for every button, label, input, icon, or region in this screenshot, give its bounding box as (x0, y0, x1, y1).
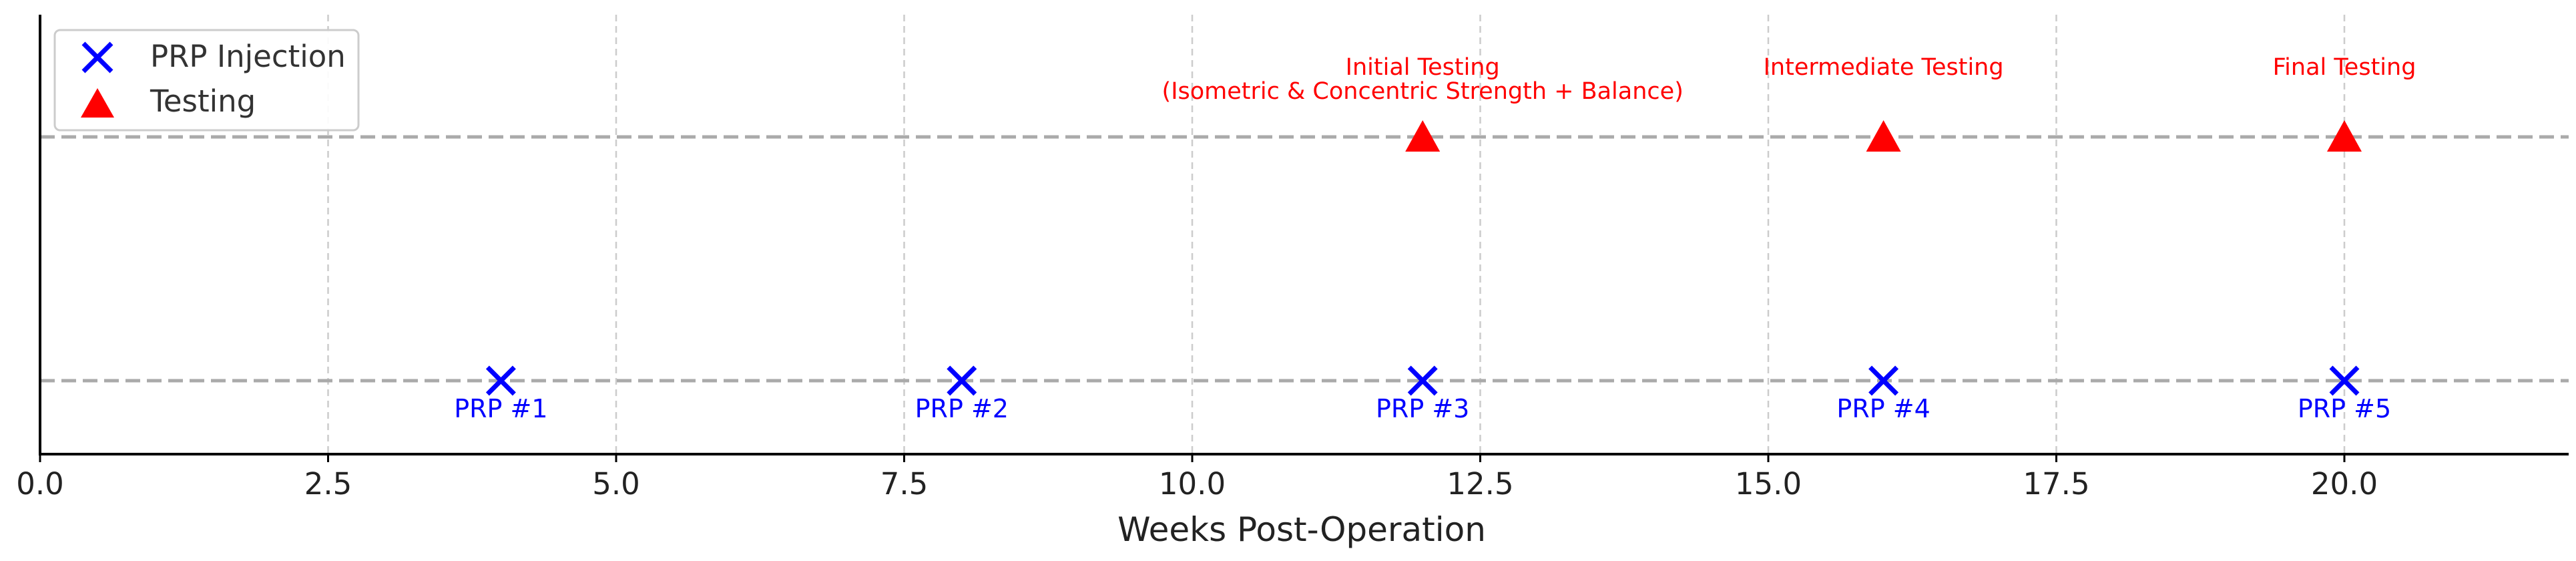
x-tick-label: 17.5 (2023, 466, 2089, 502)
legend-label-testing: Testing (150, 83, 256, 119)
x-tick-label: 0.0 (16, 466, 64, 502)
testing-label: Initial Testing (1346, 54, 1500, 81)
prp-injection-marker (1868, 365, 1899, 396)
testing-label: Final Testing (2273, 54, 2416, 81)
prp-injection-label: PRP #3 (1376, 394, 1469, 423)
prp-injection-marker (2329, 365, 2360, 396)
x-tick-label: 12.5 (1447, 466, 1513, 502)
legend-item-prp: PRP Injection (81, 39, 346, 74)
prp-injection-label: PRP #5 (2298, 394, 2391, 423)
prp-injection-marker (485, 365, 516, 396)
x-ticks: 0.0 2.5 5.0 7.5 10.0 12.5 15.0 17.5 20.0 (16, 454, 2378, 502)
x-tick-label: 2.5 (304, 466, 352, 502)
prp-injection-marker (947, 365, 977, 396)
testing-marker (1405, 120, 1441, 152)
prp-injection-label: PRP #1 (454, 394, 547, 423)
triangle-marker-icon (81, 88, 114, 118)
legend-item-testing: Testing (81, 83, 256, 119)
x-tick-label: 15.0 (1735, 466, 1802, 502)
x-tick-label: 5.0 (592, 466, 640, 502)
legend: PRP Injection Testing (53, 29, 360, 132)
prp-injection-label: PRP #2 (915, 394, 1009, 423)
prp-injection-marker (1407, 365, 1438, 396)
x-tick-label: 10.0 (1159, 466, 1226, 502)
x-marker-icon (81, 41, 113, 73)
testing-label: (Isometric & Concentric Strength + Balan… (1162, 78, 1684, 105)
prp-injection-label: PRP #4 (1836, 394, 1930, 423)
axes (39, 15, 2569, 455)
lane-lines (40, 135, 2569, 383)
x-tick-label: 7.5 (880, 466, 929, 502)
chart-marks: PRP #1 PRP #2 PRP #3 PRP #4 PRP #5 Initial Te… (454, 54, 2416, 423)
legend-label-prp: PRP Injection (150, 39, 346, 74)
x-tick-label: 20.0 (2311, 466, 2378, 502)
testing-marker (2327, 120, 2362, 152)
testing-marker (1866, 120, 1901, 152)
testing-label: Intermediate Testing (1764, 54, 2004, 81)
grid (327, 15, 2346, 454)
legend-box (53, 29, 360, 132)
x-axis-label: Weeks Post-Operation (1117, 510, 1486, 549)
